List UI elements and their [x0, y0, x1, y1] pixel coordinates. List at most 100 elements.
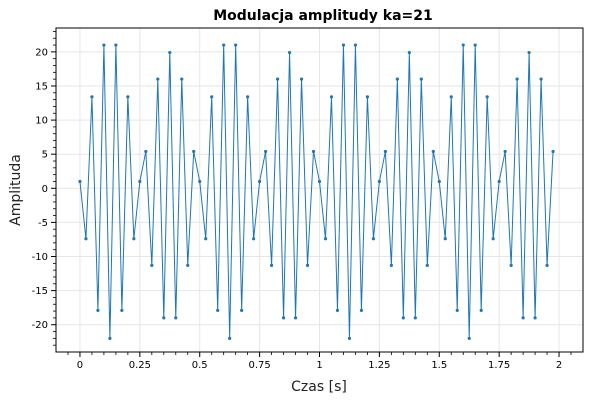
data-point: [144, 149, 148, 154]
x-tick-label: 1.75: [488, 360, 510, 371]
data-point: [527, 50, 531, 55]
data-point: [168, 50, 172, 55]
data-point: [126, 95, 130, 99]
y-tick-label: 0: [42, 184, 48, 195]
data-point: [401, 316, 405, 320]
data-point: [198, 179, 202, 184]
data-point: [491, 237, 495, 241]
data-point: [258, 179, 262, 184]
data-point: [395, 77, 399, 81]
data-point: [156, 77, 160, 81]
data-point: [431, 149, 435, 154]
y-tick-label: -5: [38, 218, 48, 229]
data-point: [533, 316, 537, 320]
data-point: [78, 179, 82, 184]
data-point: [114, 43, 118, 47]
grid: [56, 28, 583, 352]
x-tick-label: 0.25: [129, 360, 151, 371]
x-tick-label: 1.25: [368, 360, 390, 371]
chart-title: Modulacja amplitudy ka=21: [213, 8, 433, 24]
data-point: [341, 43, 346, 47]
data-point: [419, 77, 423, 81]
data-point: [186, 263, 190, 267]
series-line: [79, 44, 554, 339]
y-tick-label: -15: [32, 286, 48, 297]
data-point: [174, 316, 178, 320]
data-point: [515, 77, 519, 81]
data-point: [407, 50, 411, 55]
data-point: [455, 308, 459, 312]
data-point: [222, 43, 226, 47]
data-point: [503, 149, 507, 154]
x-tick-label: 2: [556, 360, 562, 371]
data-point: [162, 316, 166, 320]
data-point: [264, 149, 268, 154]
y-tick-label: 5: [42, 150, 48, 161]
data-point: [275, 77, 280, 81]
data-point: [234, 43, 238, 47]
data-point: [347, 336, 352, 340]
data-point: [521, 316, 525, 320]
y-axis-label: Amplituda: [8, 154, 24, 226]
data-point: [479, 308, 483, 312]
data-point: [329, 95, 334, 99]
data-point: [383, 149, 387, 154]
data-point: [138, 179, 142, 184]
data-point: [293, 316, 298, 320]
data-point: [335, 308, 340, 312]
data-point: [317, 179, 322, 184]
data-point: [287, 50, 292, 55]
data-point: [120, 308, 124, 312]
data-point: [240, 308, 244, 312]
data-point: [216, 308, 220, 312]
data-point: [473, 43, 477, 47]
data-point: [437, 179, 441, 184]
data-point: [269, 263, 274, 267]
data-point: [150, 263, 154, 267]
data-point: [359, 308, 364, 312]
data-point: [252, 237, 256, 241]
data-point: [204, 237, 208, 241]
data-point: [102, 43, 106, 47]
data-point: [108, 336, 112, 340]
data-point: [425, 263, 429, 267]
data-point: [96, 308, 100, 312]
data-point: [545, 263, 549, 267]
data-point: [449, 95, 453, 99]
data-point: [443, 237, 447, 241]
data-point: [467, 336, 471, 340]
data-point: [180, 77, 184, 81]
data-point: [413, 316, 417, 320]
series-layer: [78, 43, 555, 340]
x-tick-label: 0.5: [192, 360, 208, 371]
data-point: [551, 149, 555, 154]
data-point: [539, 77, 543, 81]
x-tick-label: 1.5: [431, 360, 447, 371]
y-tick-label: -10: [32, 252, 48, 263]
data-point: [210, 95, 214, 99]
data-point: [90, 95, 94, 99]
data-point: [132, 237, 136, 241]
data-point: [461, 43, 465, 47]
data-point: [305, 263, 310, 267]
axes: 0 0.25 0.5 0.75 1 1.25 1.5 1.75 2 -20 -15 -10 -5 0 5 10…: [32, 31, 572, 371]
data-point: [192, 149, 196, 154]
data-point: [299, 77, 304, 81]
data-point: [365, 95, 370, 99]
y-tick-label: 20: [35, 47, 48, 58]
data-point: [323, 237, 328, 241]
y-tick-label: 10: [35, 116, 48, 127]
data-point: [377, 179, 381, 184]
y-tick-label: 15: [35, 81, 48, 92]
data-point: [228, 336, 232, 340]
data-point: [509, 263, 513, 267]
x-tick-label: 0.75: [248, 360, 270, 371]
data-point: [353, 43, 358, 47]
data-point: [497, 179, 501, 184]
data-point: [246, 95, 250, 99]
x-tick-label: 0: [77, 360, 83, 371]
data-point: [281, 316, 286, 320]
data-point: [371, 237, 375, 241]
x-axis-label: Czas [s]: [291, 379, 347, 395]
